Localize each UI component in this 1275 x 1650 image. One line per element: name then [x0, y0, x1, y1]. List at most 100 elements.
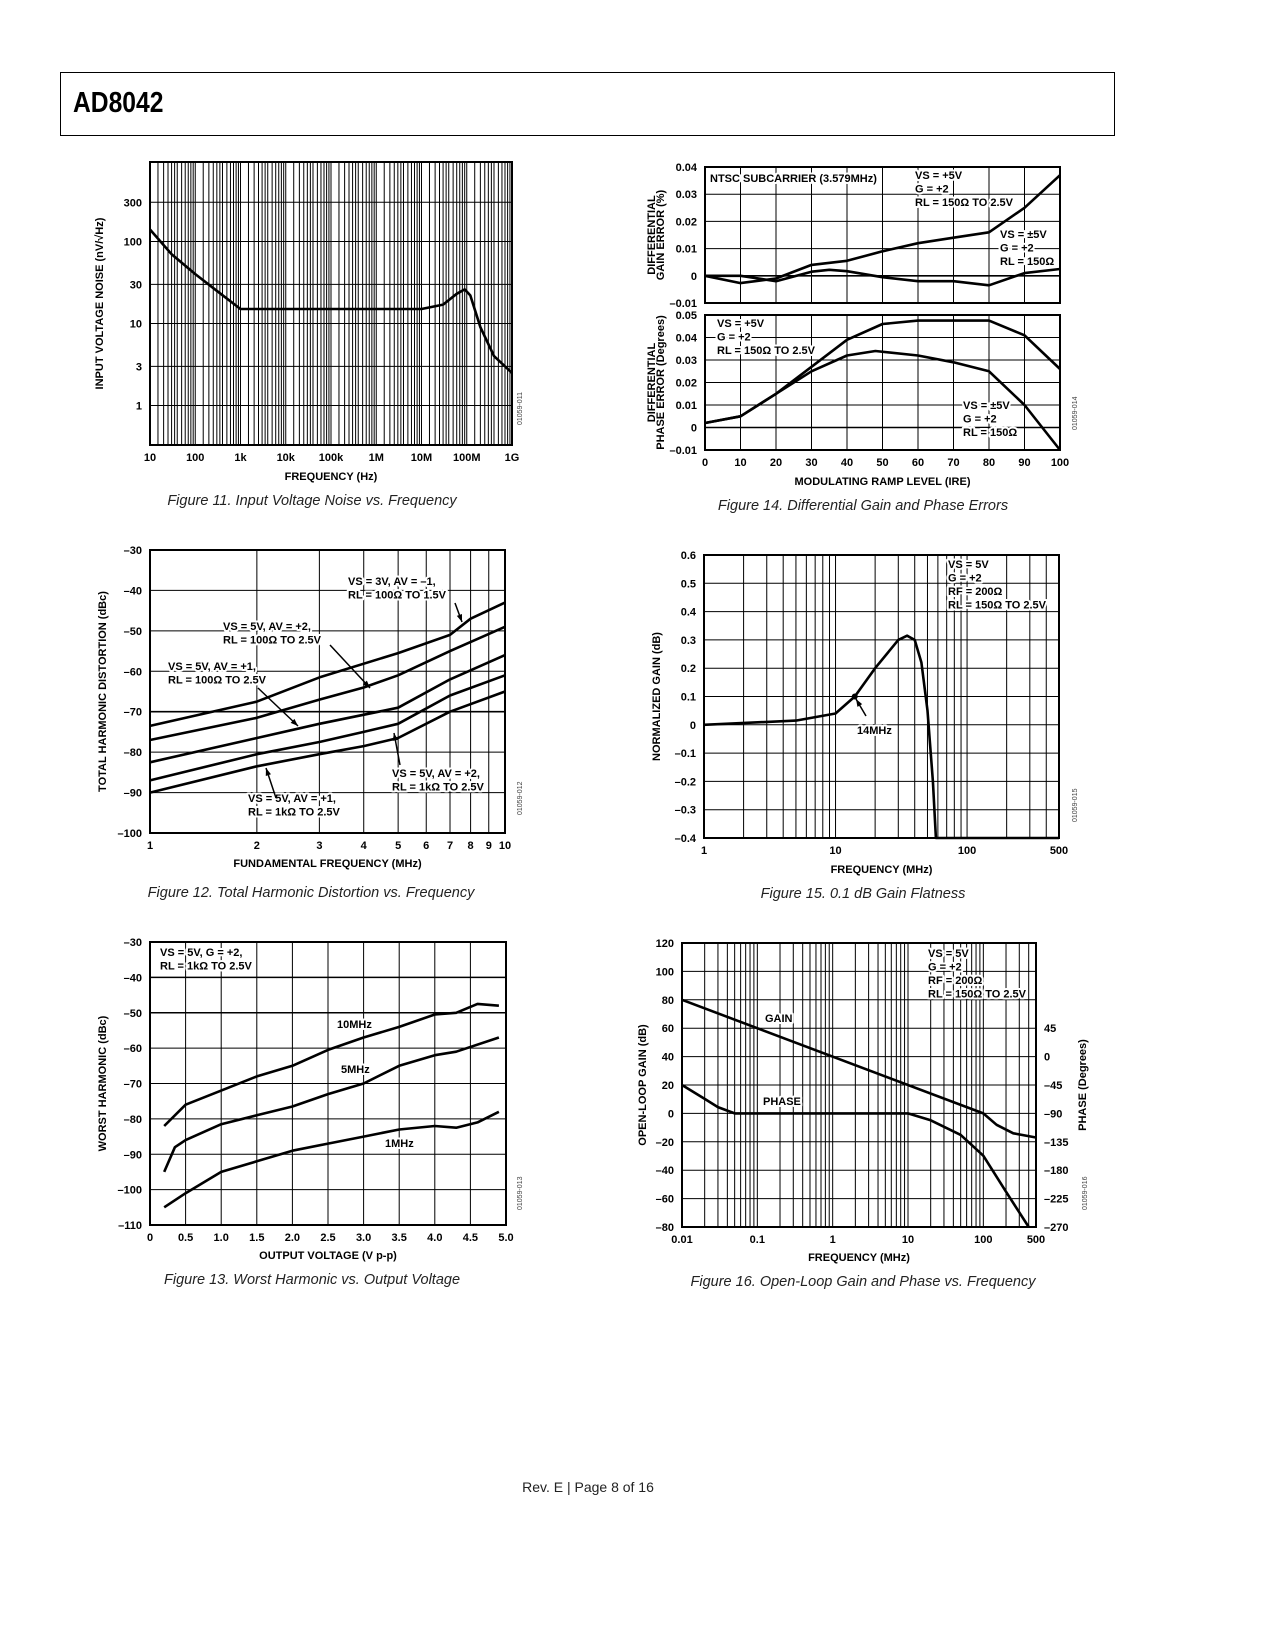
- x-tick-label: 4.5: [463, 1232, 478, 1244]
- y-tick-label: –0.01: [669, 298, 697, 310]
- annotation-arrow: [329, 644, 371, 689]
- figure-caption: Figure 12. Total Harmonic Distortion vs.…: [148, 885, 475, 901]
- y-tick-label: –40: [124, 585, 142, 597]
- y-tick-label: 0.3: [681, 635, 696, 647]
- x-axis-label: FUNDAMENTAL FREQUENCY (MHz): [233, 858, 422, 870]
- x-tick-label: 1M: [369, 452, 384, 464]
- x-tick-label: 5.0: [498, 1232, 513, 1244]
- annotation-label: G = +2: [963, 414, 997, 426]
- y-tick-label: 300: [124, 197, 142, 209]
- annotation-label: NTSC SUBCARRIER (3.579MHz): [710, 173, 877, 185]
- arrow-head-icon: [856, 699, 863, 707]
- x-tick-label: 10: [902, 1234, 914, 1246]
- x-tick-label: 3: [316, 840, 322, 852]
- plot-panel: –80 –60 –40 –20 0 20 40 60 80 100 120 –270 –225 –180 –…: [637, 938, 1089, 1234]
- figure-id: 01059-011: [517, 392, 524, 425]
- y-tick-label: 40: [662, 1052, 674, 1064]
- y-tick-label: 20: [662, 1080, 674, 1092]
- y-tick-label: 3: [136, 361, 142, 373]
- y-tick-label: 0.01: [676, 400, 697, 412]
- x-tick-label: 30: [805, 457, 817, 469]
- y-axis-label: DIFFERENTIAL: [646, 343, 658, 423]
- x-tick-label: 500: [1027, 1234, 1045, 1246]
- series-line-4: [149, 690, 506, 794]
- y-tick-label: 0: [668, 1108, 674, 1120]
- x-tick-label: 10: [144, 452, 156, 464]
- annotation-label: G = +2: [928, 962, 962, 974]
- x-tick-label: 10: [734, 457, 746, 469]
- figure-caption: Figure 13. Worst Harmonic vs. Output Vol…: [164, 1272, 460, 1288]
- annotation-label: VS = ±5V: [1000, 229, 1047, 241]
- x-axis-label: FREQUENCY (MHz): [808, 1252, 910, 1264]
- x-tick-label: 50: [876, 457, 888, 469]
- annotation-label: 10MHz: [337, 1019, 372, 1031]
- series-line-1: [163, 1036, 500, 1173]
- y-axis-label: WORST HARMONIC (dBc): [97, 1015, 109, 1151]
- annotation-label: RL = 100Ω TO 1.5V: [348, 590, 447, 602]
- y-tick-label: 0.05: [676, 310, 697, 322]
- y-tick-label: 0.02: [676, 378, 697, 390]
- y2-tick-label: 0: [1044, 1052, 1050, 1064]
- y-tick-label: –60: [124, 1043, 142, 1055]
- page-footer: Rev. E | Page 8 of 16: [522, 1479, 654, 1495]
- x-tick-label: 10k: [277, 452, 296, 464]
- x-tick-label: 100M: [453, 452, 481, 464]
- annotation-label: VS = +5V: [717, 318, 765, 330]
- x-tick-label: 100: [974, 1234, 992, 1246]
- y-tick-label: 0.04: [676, 162, 698, 174]
- x-tick-label: 90: [1018, 457, 1030, 469]
- y-tick-label: 60: [662, 1023, 674, 1035]
- figure-caption: Figure 14. Differential Gain and Phase E…: [718, 498, 1008, 514]
- series-line-1: [149, 625, 506, 742]
- x-tick-label: 100: [186, 452, 204, 464]
- arrow-head-icon: [290, 718, 298, 726]
- x-tick-label: 80: [983, 457, 995, 469]
- arrow-head-icon: [362, 680, 370, 688]
- series-line-1: [705, 267, 1061, 287]
- x-tick-label: 0.1: [750, 1234, 765, 1246]
- series-line-0: [681, 998, 1037, 1139]
- x-tick-label: 0.01: [671, 1234, 692, 1246]
- y-tick-label: –100: [118, 1185, 142, 1197]
- plot-panel: 1 3 10 30 100 300 INPUT VOLTAGE NOISE (nV/√Hz): [94, 161, 513, 446]
- y-axis-label: TOTAL HARMONIC DISTORTION (dBc): [97, 591, 109, 792]
- x-tick-label: 20: [770, 457, 782, 469]
- x-tick-label: 60: [912, 457, 924, 469]
- x-tick-label: 4: [361, 840, 368, 852]
- annotation-label: RL = 150Ω TO 2.5V: [915, 197, 1014, 209]
- annotation-label: VS = 3V, AV = –1,: [348, 576, 436, 588]
- x-tick-label: 1.0: [214, 1232, 229, 1244]
- page-header: AD8042: [60, 72, 1115, 136]
- annotation-label: RL = 100Ω TO 2.5V: [223, 635, 322, 647]
- chart-4: –110 –100 –90 –80 –70 –60 –50 –40 –30 WORST HARMO…: [97, 937, 524, 1288]
- figure-caption: Figure 11. Input Voltage Noise vs. Frequ…: [167, 493, 457, 509]
- series-line-2: [149, 653, 506, 764]
- y-tick-label: 0.02: [676, 216, 697, 228]
- x-tick-label: 1: [147, 840, 153, 852]
- annotation-label: VS = +5V: [915, 170, 963, 182]
- series-line-0: [149, 601, 506, 728]
- annotation-label: G = +2: [717, 332, 751, 344]
- x-tick-label: 1: [830, 1234, 836, 1246]
- y-axis-label: DIFFERENTIAL: [646, 195, 658, 275]
- x-tick-label: 40: [841, 457, 853, 469]
- x-tick-label: 10: [829, 845, 841, 857]
- annotation-label: VS = 5V, AV = +1,: [248, 793, 336, 805]
- x-tick-label: 100: [1051, 457, 1069, 469]
- figure-id: 01059-013: [517, 1176, 524, 1210]
- x-tick-label: 0: [702, 457, 708, 469]
- annotation-label: VS = 5V: [948, 559, 989, 571]
- y-tick-label: –70: [124, 1079, 142, 1091]
- x-tick-label: 3.5: [392, 1232, 407, 1244]
- chart-5: –80–60–40–20020406080100120–270–225–180–…: [637, 938, 1089, 1290]
- x-tick-label: 3.0: [356, 1232, 371, 1244]
- y-tick-label: 10: [130, 318, 142, 330]
- annotation-label: VS = 5V, AV = +2,: [392, 768, 480, 780]
- arrow-head-icon: [456, 614, 462, 622]
- y2-tick-label: –90: [1044, 1108, 1062, 1120]
- plot-panel: –110 –100 –90 –80 –70 –60 –50 –40 –30 WORST HARMO…: [97, 937, 507, 1232]
- y2-tick-label: –45: [1044, 1080, 1062, 1092]
- annotation-label: G = +2: [1000, 243, 1034, 255]
- x-tick-label: 500: [1050, 845, 1068, 857]
